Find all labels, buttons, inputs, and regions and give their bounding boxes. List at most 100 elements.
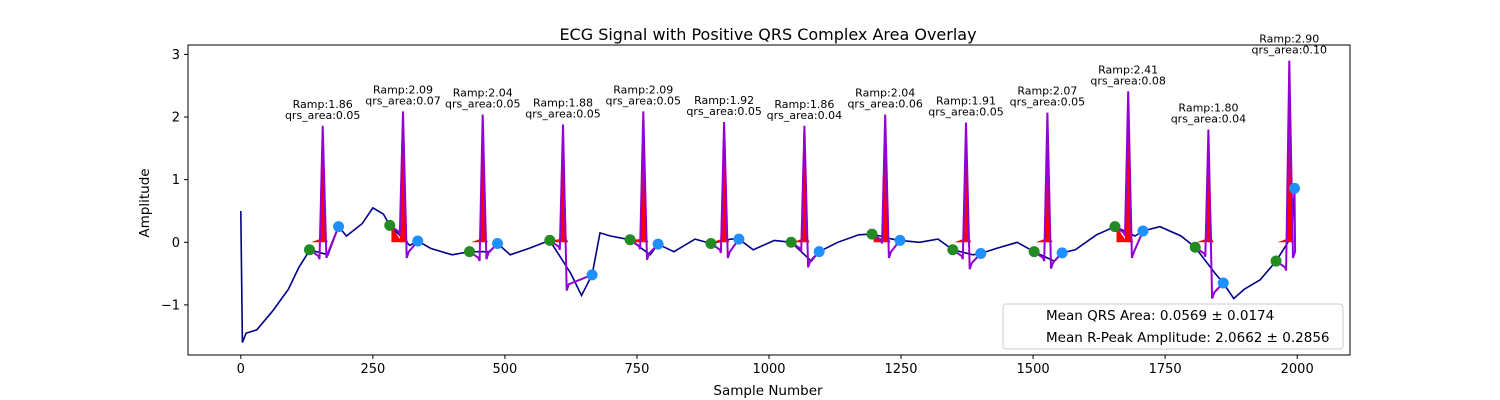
qrs-area-fill-11 [1116,91,1134,243]
x-tick-label-750: 750 [625,362,650,377]
peak-label-area-4: qrs_area:0.05 [525,108,600,121]
peak-label-area-13: qrs_area:0.10 [1252,44,1327,57]
peak-label-ramp-1: Ramp:1.86 [293,98,353,111]
x-tick-label-1500: 1500 [1017,362,1050,377]
qrs-area-fill-2 [391,111,409,243]
peak-label-ramp-10: Ramp:2.07 [1017,85,1077,98]
qrs-area-fill-3 [471,114,488,243]
qrs-segment-6 [710,121,740,259]
chart-title: ECG Signal with Positive QRS Complex Are… [559,25,976,44]
qrs-offset-marker-10 [1056,247,1068,259]
peak-label-ramp-3: Ramp:2.04 [453,87,513,100]
x-tick-label-1000: 1000 [752,362,785,377]
qrs-offset-marker-6 [733,233,745,245]
peak-label-area-3: qrs_area:0.05 [445,98,520,111]
qrs-offset-marker-2 [412,235,424,247]
y-tick-label-1: 1 [172,173,180,188]
peak-label-ramp-13: Ramp:2.90 [1259,33,1319,46]
peak-label-ramp-8: Ramp:2.04 [855,87,915,100]
x-tick-label-0: 0 [237,362,245,377]
qrs-onset-marker-8 [866,228,878,240]
qrs-offset-marker-3 [492,238,504,250]
y-tick-label-3: 3 [172,48,180,63]
qrs-onset-marker-10 [1028,246,1040,258]
x-tick-label-1250: 1250 [884,362,917,377]
qrs-area-fill-6 [712,122,730,243]
qrs-offset-marker-1 [333,221,345,233]
qrs-onset-marker-13 [1270,255,1282,267]
qrs-offset-marker-11 [1137,225,1149,237]
qrs-area-fill-8 [873,114,891,243]
qrs-offset-marker-13 [1289,182,1301,194]
qrs-onset-marker-7 [785,236,797,248]
peak-label-area-11: qrs_area:0.08 [1090,74,1165,87]
y-tick-label-0: 0 [172,236,180,251]
qrs-offset-marker-9 [975,248,987,260]
qrs-area-fill-13 [1277,60,1295,243]
y-axis-title: Amplitude [137,168,153,237]
qrs-onset-marker-12 [1189,241,1201,253]
qrs-area-fill-5 [631,111,649,243]
peak-label-area-5: qrs_area:0.05 [606,94,681,107]
x-tick-label-250: 250 [360,362,385,377]
y-tick-label--1: −1 [161,298,180,313]
qrs-segment-5 [629,111,659,261]
qrs-segment-1 [308,125,340,260]
qrs-offset-marker-12 [1217,277,1229,289]
legend: Mean QRS Area: 0.0569 ± 0.0174 Mean R-Pe… [1002,303,1344,350]
qrs-segment-11 [1114,91,1144,259]
qrs-offset-marker-5 [652,238,664,250]
qrs-segment-7 [790,125,820,268]
peak-label-area-12: qrs_area:0.04 [1171,113,1246,126]
qrs-onset-marker-6 [705,238,717,250]
peak-label-area-1: qrs_area:0.05 [285,109,360,122]
peak-label-area-6: qrs_area:0.05 [686,105,761,118]
qrs-onset-marker-9 [947,244,959,256]
peak-label-area-2: qrs_area:0.07 [365,94,440,107]
x-tick-label-500: 500 [492,362,517,377]
qrs-segment-13 [1275,60,1297,271]
x-tick-label-1750: 1750 [1149,362,1182,377]
qrs-segment-12 [1194,129,1224,299]
qrs-offset-marker-4 [586,269,598,281]
qrs-offset-marker-8 [894,234,906,246]
qrs-area-fill-7 [792,125,810,243]
qrs-onset-marker-3 [464,246,476,258]
peak-label-ramp-7: Ramp:1.86 [774,98,834,111]
peak-label-ramp-12: Ramp:1.80 [1178,102,1238,115]
peak-label-area-9: qrs_area:0.05 [928,106,1003,119]
peak-label-area-7: qrs_area:0.04 [767,109,842,122]
qrs-onset-marker-1 [303,244,315,256]
qrs-segment-3 [468,114,499,262]
peak-label-ramp-9: Ramp:1.91 [936,95,996,108]
y-tick-label-2: 2 [172,111,180,126]
qrs-onset-marker-2 [384,219,396,231]
peak-label-ramp-11: Ramp:2.41 [1098,63,1158,76]
peak-label-area-10: qrs_area:0.05 [1010,96,1085,109]
qrs-segment-8 [871,114,901,259]
qrs-segment-4 [549,124,593,291]
qrs-area-fill-1 [311,125,328,243]
qrs-segment-9 [952,122,982,270]
peak-label-ramp-2: Ramp:2.09 [373,83,433,96]
qrs-onset-marker-4 [544,234,556,246]
qrs-onset-marker-11 [1109,221,1121,233]
qrs-area-fill-9 [954,122,972,243]
peak-label-ramp-6: Ramp:1.92 [694,94,754,107]
qrs-offset-marker-7 [813,246,825,258]
x-axis-title: Sample Number [713,383,823,399]
x-tick-label-2000: 2000 [1281,362,1314,377]
peak-label-area-8: qrs_area:0.06 [847,98,922,111]
qrs-onset-marker-5 [624,234,636,246]
peak-label-ramp-5: Ramp:2.09 [613,83,673,96]
axes: 0 250 500 750 1000 1250 1500 1750 2000 −1 0 1 2 3 [161,44,1351,377]
qrs-segment-10 [1033,112,1063,269]
qrs-area-fill-10 [1035,112,1053,243]
legend-box [1002,303,1344,350]
peak-label-ramp-4: Ramp:1.88 [533,97,593,110]
plot-area: Ramp:1.86qrs_area:0.05Ramp:2.09qrs_area:… [240,33,1327,343]
legend-entry-r-peak: Mean R-Peak Amplitude: 2.0662 ± 0.2856 [1046,330,1330,346]
qrs-segment-2 [389,111,419,259]
legend-entry-qrs-area: Mean QRS Area: 0.0569 ± 0.0174 [1046,308,1274,324]
